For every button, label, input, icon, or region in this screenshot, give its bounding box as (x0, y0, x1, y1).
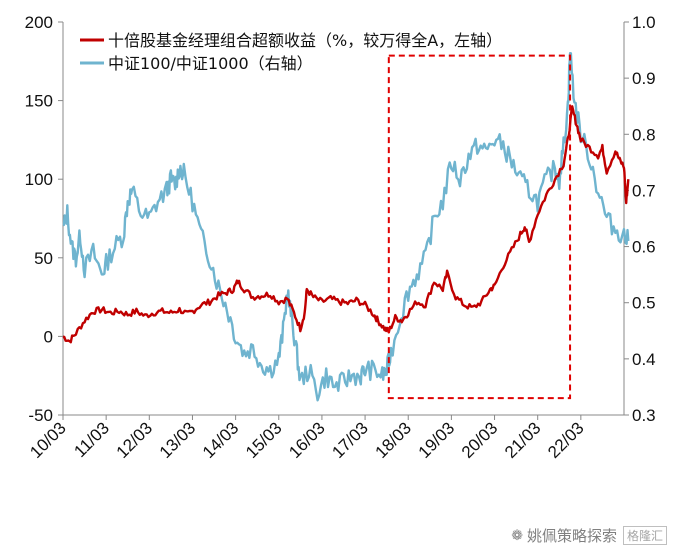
right-tick-label: 0.4 (632, 350, 656, 369)
right-tick-label: 0.3 (632, 406, 656, 425)
x-tick-label: 22/03 (544, 418, 588, 462)
legend-label-csi-ratio: 中证100/中证1000（右轴） (108, 54, 313, 73)
right-tick-label: 0.7 (632, 181, 656, 200)
left-tick-label: 150 (25, 92, 53, 111)
x-tick-label: 13/03 (156, 418, 200, 462)
x-axis-ticks: 10/03 11/03 12/03 13/03 14/03 15/03 16/03 17/03… (26, 415, 588, 462)
x-tick-label: 12/03 (113, 418, 157, 462)
x-tick-label: 15/03 (242, 418, 286, 462)
legend-label-excess-return: 十倍股基金经理组合超额收益（%，较万得全A，左轴） (108, 31, 502, 50)
x-tick-label: 14/03 (199, 418, 243, 462)
x-tick-label: 19/03 (415, 418, 459, 462)
watermark-text: 姚佩策略探索 (526, 527, 617, 545)
left-tick-label: -50 (28, 406, 53, 425)
highlight-box-layer (387, 54, 572, 400)
highlight-box (387, 54, 572, 400)
x-tick-label: 18/03 (372, 418, 416, 462)
series-csi-ratio-line (62, 52, 630, 402)
x-tick-label: 20/03 (458, 418, 502, 462)
right-tick-label: 0.9 (632, 69, 656, 88)
right-tick-label: 0.6 (632, 238, 656, 257)
right-tick-label: 0.8 (632, 125, 656, 144)
axes (62, 22, 625, 416)
left-tick-label: 50 (34, 249, 53, 268)
x-tick-label: 21/03 (501, 418, 545, 462)
series-excess-return-line (62, 105, 630, 344)
x-tick-label: 11/03 (70, 418, 113, 461)
watermark: ❁ 姚佩策略探索 格隆汇 (511, 525, 667, 546)
right-tick-label: 0.5 (632, 294, 656, 313)
left-tick-label: 100 (25, 170, 53, 189)
x-tick-label: 17/03 (328, 418, 372, 462)
watermark-logo: 格隆汇 (622, 526, 667, 545)
right-tick-label: 1.0 (632, 13, 656, 32)
right-axis-ticks: 1.0 0.9 0.8 0.7 0.6 0.5 0.4 0.3 (624, 13, 656, 425)
series-layer (62, 52, 630, 402)
legend: 十倍股基金经理组合超额收益（%，较万得全A，左轴） 中证100/中证1000（右… (80, 31, 502, 73)
wechat-icon: ❁ (511, 527, 523, 544)
left-tick-label: 0 (44, 327, 53, 346)
left-axis-ticks: 200 150 100 50 0 -50 (25, 13, 63, 425)
left-tick-label: 200 (25, 13, 53, 32)
x-tick-label: 16/03 (285, 418, 329, 462)
